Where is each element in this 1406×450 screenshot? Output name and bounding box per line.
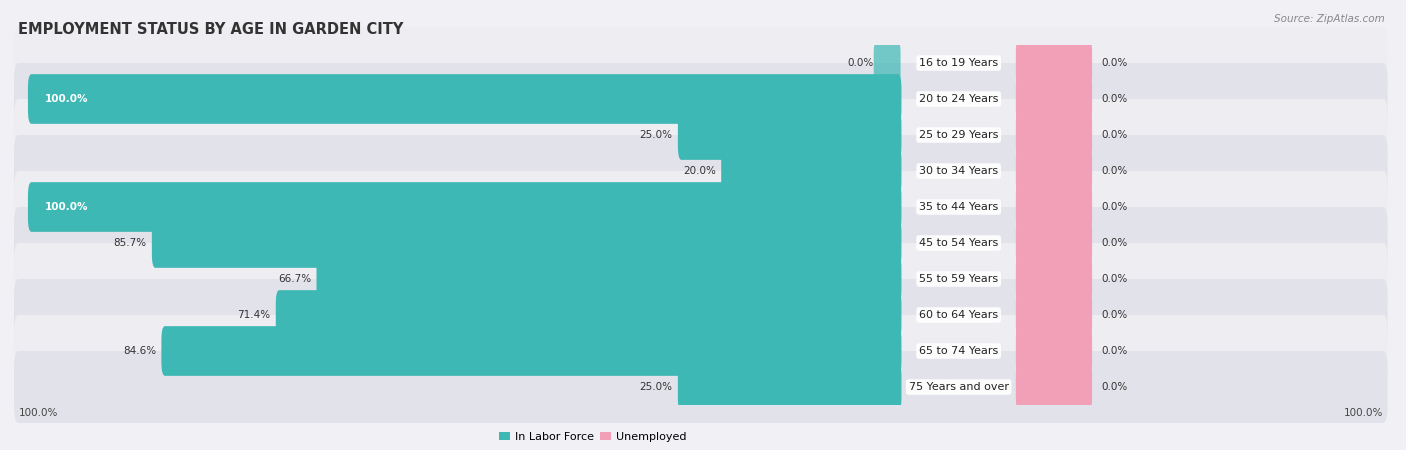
Text: 0.0%: 0.0% [1102,274,1128,284]
Text: 100.0%: 100.0% [45,202,89,212]
Text: 0.0%: 0.0% [1102,346,1128,356]
FancyBboxPatch shape [152,218,901,268]
Text: 0.0%: 0.0% [1102,202,1128,212]
FancyBboxPatch shape [1017,146,1092,196]
FancyBboxPatch shape [14,243,1388,315]
FancyBboxPatch shape [1017,38,1092,88]
FancyBboxPatch shape [1017,182,1092,232]
FancyBboxPatch shape [14,27,1388,99]
Text: 0.0%: 0.0% [1102,94,1128,104]
FancyBboxPatch shape [678,362,901,412]
FancyBboxPatch shape [721,146,901,196]
FancyBboxPatch shape [14,207,1388,279]
FancyBboxPatch shape [873,42,901,84]
Text: 45 to 54 Years: 45 to 54 Years [920,238,998,248]
FancyBboxPatch shape [14,171,1388,243]
Text: 66.7%: 66.7% [278,274,311,284]
Text: 0.0%: 0.0% [1102,310,1128,320]
Text: 55 to 59 Years: 55 to 59 Years [920,274,998,284]
Text: 65 to 74 Years: 65 to 74 Years [920,346,998,356]
FancyBboxPatch shape [28,74,901,124]
Text: 0.0%: 0.0% [1102,58,1128,68]
FancyBboxPatch shape [1017,326,1092,376]
FancyBboxPatch shape [14,63,1388,135]
Text: 30 to 34 Years: 30 to 34 Years [920,166,998,176]
Text: EMPLOYMENT STATUS BY AGE IN GARDEN CITY: EMPLOYMENT STATUS BY AGE IN GARDEN CITY [18,22,404,37]
FancyBboxPatch shape [14,315,1388,387]
FancyBboxPatch shape [14,99,1388,171]
FancyBboxPatch shape [1017,218,1092,268]
Text: 0.0%: 0.0% [1102,382,1128,392]
FancyBboxPatch shape [14,279,1388,351]
Text: 20 to 24 Years: 20 to 24 Years [920,94,998,104]
FancyBboxPatch shape [14,351,1388,423]
FancyBboxPatch shape [276,290,901,340]
Text: 100.0%: 100.0% [18,408,58,418]
FancyBboxPatch shape [28,182,901,232]
Text: 75 Years and over: 75 Years and over [908,382,1008,392]
FancyBboxPatch shape [1017,74,1092,124]
Text: 35 to 44 Years: 35 to 44 Years [920,202,998,212]
Text: 71.4%: 71.4% [238,310,270,320]
Text: 0.0%: 0.0% [848,58,873,68]
Legend: In Labor Force, Unemployed: In Labor Force, Unemployed [495,427,690,446]
FancyBboxPatch shape [1017,362,1092,412]
Text: 20.0%: 20.0% [683,166,716,176]
Text: 0.0%: 0.0% [1102,238,1128,248]
Text: Source: ZipAtlas.com: Source: ZipAtlas.com [1274,14,1385,23]
FancyBboxPatch shape [1017,110,1092,160]
FancyBboxPatch shape [1017,290,1092,340]
Text: 100.0%: 100.0% [45,94,89,104]
Text: 0.0%: 0.0% [1102,130,1128,140]
Text: 60 to 64 Years: 60 to 64 Years [920,310,998,320]
FancyBboxPatch shape [14,135,1388,207]
Text: 0.0%: 0.0% [1102,166,1128,176]
FancyBboxPatch shape [678,110,901,160]
Text: 16 to 19 Years: 16 to 19 Years [920,58,998,68]
Text: 100.0%: 100.0% [1344,408,1384,418]
FancyBboxPatch shape [162,326,901,376]
Text: 25.0%: 25.0% [640,382,672,392]
Text: 85.7%: 85.7% [114,238,146,248]
FancyBboxPatch shape [316,254,901,304]
Text: 25.0%: 25.0% [640,130,672,140]
Text: 84.6%: 84.6% [124,346,156,356]
FancyBboxPatch shape [1017,254,1092,304]
Text: 25 to 29 Years: 25 to 29 Years [920,130,998,140]
